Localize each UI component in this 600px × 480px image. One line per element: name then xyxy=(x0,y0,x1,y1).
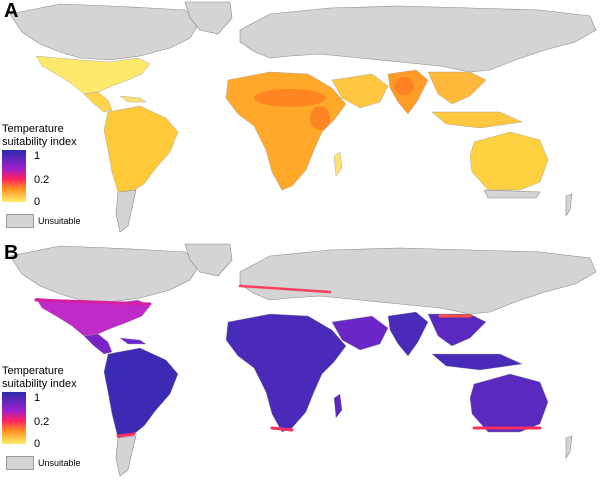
suitable-land-b xyxy=(35,297,549,439)
unsuitable-swatch-b xyxy=(6,456,34,470)
legend-title-line2-a: suitability index xyxy=(2,136,77,148)
unsuitable-legend-b: Unsuitable xyxy=(6,456,81,470)
hotspots-a xyxy=(254,77,414,130)
legend-tick-1-a: 1 xyxy=(34,150,41,162)
unsuitable-land-a xyxy=(9,1,597,233)
unsuitable-legend-a: Unsuitable xyxy=(6,214,81,228)
panel-label-a: A xyxy=(4,0,19,22)
suitable-land-a xyxy=(35,55,549,193)
unsuitable-swatch-a xyxy=(6,214,34,228)
legend-tick-0-a: 0 xyxy=(34,196,41,208)
legend-tick-02-b: 0.2 xyxy=(34,416,50,428)
legend-b: Temperature suitability index 1 0.2 0 xyxy=(2,365,77,450)
world-map-a xyxy=(2,1,597,233)
legend-gradient-b xyxy=(2,392,26,444)
edge-bands-b xyxy=(34,284,542,438)
legend-title-line1-b: Temperature xyxy=(2,365,64,377)
world-map-b xyxy=(2,243,597,477)
map-panel-a: A Temperature suitability index 1 0.2 0 … xyxy=(0,0,600,238)
legend-gradient-a xyxy=(2,150,26,202)
unsuitable-label-b: Unsuitable xyxy=(38,458,81,468)
unsuitable-label-a: Unsuitable xyxy=(38,216,81,226)
legend-title-line2-b: suitability index xyxy=(2,378,77,390)
legend-tick-1-b: 1 xyxy=(34,392,41,404)
unsuitable-land-b xyxy=(9,243,597,477)
legend-tick-0-b: 0 xyxy=(34,438,41,450)
panel-label-b: B xyxy=(4,242,19,264)
legend-tick-02-a: 0.2 xyxy=(34,174,50,186)
map-panel-b: B Temperature suitability index 1 0.2 0 … xyxy=(0,242,600,480)
legend-a: Temperature suitability index 1 0.2 0 xyxy=(2,123,77,208)
legend-title-line1-a: Temperature xyxy=(2,123,64,135)
